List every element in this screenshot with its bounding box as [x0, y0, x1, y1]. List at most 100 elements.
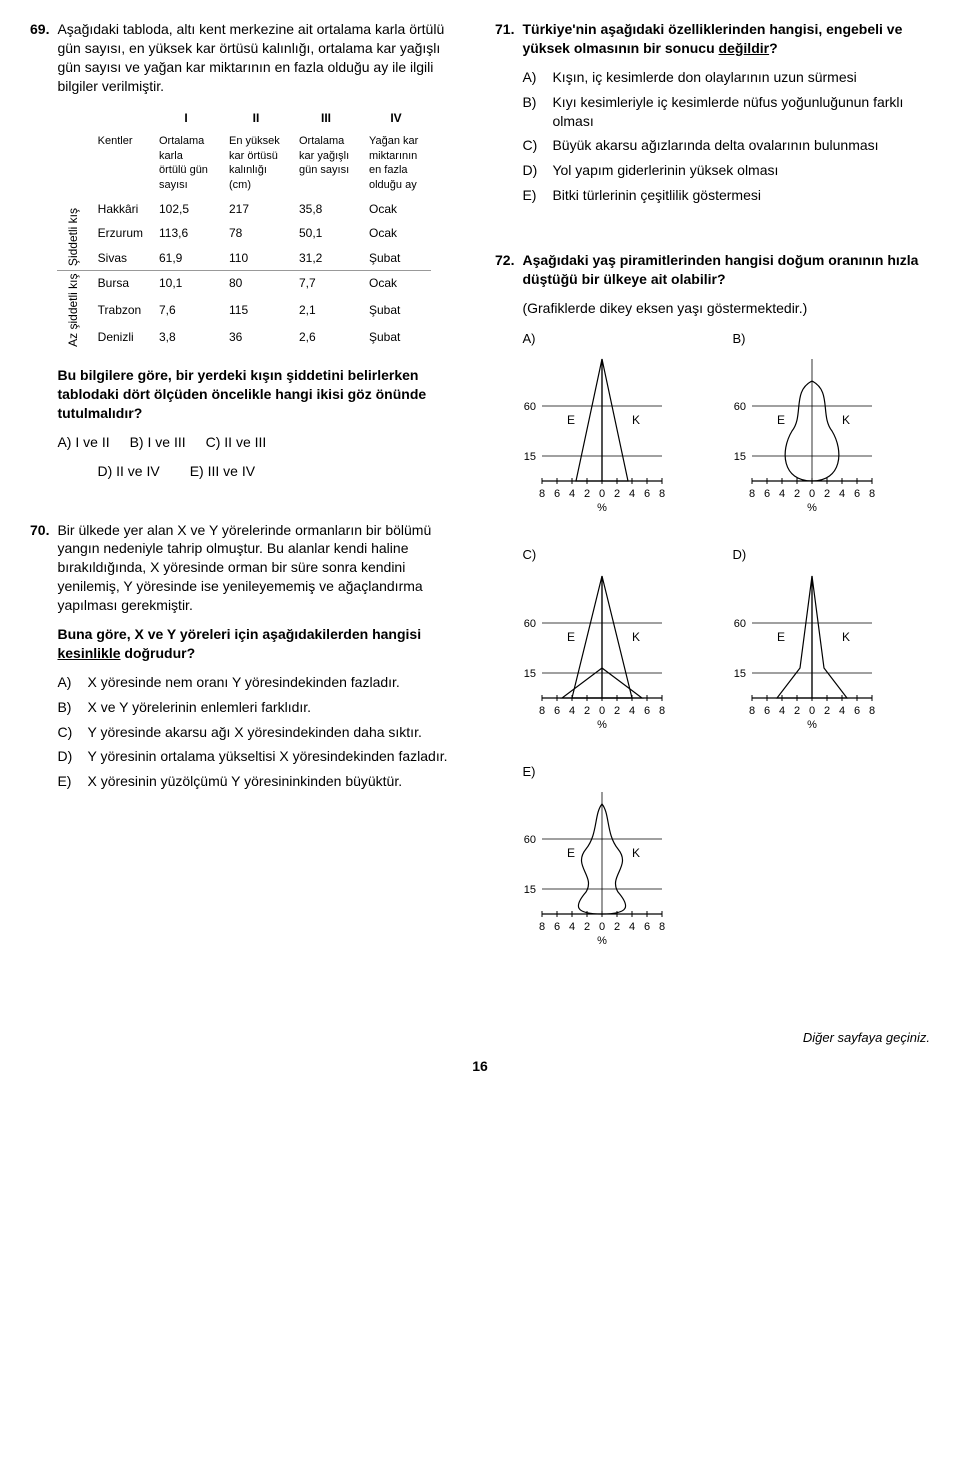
svg-text:4: 4 [779, 488, 785, 500]
table-row: Erzurum 113,6 78 50,1 Ocak [57, 221, 431, 245]
options-list: A)X yöresinde nem oranı Y yöresindekinde… [57, 673, 465, 791]
pyramid-grid: A) 864202468%6015EK B) 864202468%6015EK … [522, 330, 930, 959]
question-number: 71. [495, 20, 514, 211]
question-71: 71. Türkiye'nin aşağıdaki özelliklerinde… [495, 20, 930, 211]
svg-text:0: 0 [599, 488, 605, 500]
svg-text:%: % [598, 719, 608, 731]
svg-text:6: 6 [764, 705, 770, 717]
svg-text:E: E [567, 846, 575, 860]
option-b: B)X ve Y yörelerinin enlemleri farklıdır… [57, 698, 465, 717]
option-d: D)Y yöresinin ortalama yükseltisi X yöre… [57, 747, 465, 766]
svg-text:2: 2 [614, 488, 620, 500]
group-label-1: Şiddetli kış [57, 197, 89, 270]
svg-text:4: 4 [629, 921, 635, 933]
col-roman-2: II [221, 106, 291, 130]
question-ask: Bu bilgilere göre, bir yerdeki kışın şid… [57, 366, 465, 423]
pyramid-chart-e: 864202468%6015EK [522, 784, 682, 954]
option-e: E)X yöresinin yüzölçümü Y yöresininkinde… [57, 772, 465, 791]
option-d: D) II ve IV [97, 462, 159, 481]
svg-text:E: E [567, 630, 575, 644]
col-roman-3: III [291, 106, 361, 130]
corner-header: Kentler [90, 130, 151, 197]
svg-text:4: 4 [569, 705, 575, 717]
svg-text:0: 0 [809, 705, 815, 717]
svg-text:6: 6 [554, 921, 560, 933]
svg-text:4: 4 [629, 488, 635, 500]
option-e: E)Bitki türlerinin çeşitlilik göstermesi [522, 186, 930, 205]
option-a: A)Kışın, iç kesimlerde don olaylarının u… [522, 68, 930, 87]
col-header-4: Yağan kar miktarının en fazla olduğu ay [361, 130, 431, 197]
svg-text:4: 4 [839, 488, 845, 500]
pyramid-chart-a: 864202468%6015EK [522, 351, 682, 521]
svg-text:4: 4 [779, 705, 785, 717]
option-c: C) II ve III [206, 433, 267, 452]
svg-text:15: 15 [524, 668, 536, 680]
svg-text:60: 60 [524, 834, 536, 846]
col-header-3: Ortalama kar yağışlı gün sayısı [291, 130, 361, 197]
svg-text:8: 8 [539, 921, 545, 933]
svg-text:0: 0 [599, 921, 605, 933]
table-row: Şiddetli kış Hakkâri 102,5 217 35,8 Ocak [57, 197, 431, 221]
svg-text:0: 0 [809, 488, 815, 500]
svg-text:2: 2 [794, 488, 800, 500]
svg-text:K: K [842, 630, 850, 644]
pyramid-chart-c: 864202468%6015EK [522, 568, 682, 738]
option-d: D)Yol yapım giderlerinin yüksek olması [522, 161, 930, 180]
svg-text:K: K [842, 413, 850, 427]
svg-text:K: K [632, 630, 640, 644]
option-a: A) I ve II [57, 433, 109, 452]
svg-text:4: 4 [569, 921, 575, 933]
svg-text:2: 2 [584, 488, 590, 500]
col-roman-4: IV [361, 106, 431, 130]
svg-text:60: 60 [524, 401, 536, 413]
svg-text:6: 6 [644, 488, 650, 500]
svg-text:%: % [598, 935, 608, 947]
svg-text:60: 60 [734, 618, 746, 630]
table-row: Trabzon 7,6 115 2,1 Şubat [57, 298, 431, 325]
question-intro: Aşağıdaki tabloda, altı kent merkezine a… [57, 20, 465, 96]
svg-text:8: 8 [869, 488, 875, 500]
svg-text:E: E [777, 630, 785, 644]
page-number: 16 [30, 1057, 930, 1076]
option-c: C)Büyük akarsu ağızlarında delta ovaları… [522, 136, 930, 155]
col-roman-1: I [151, 106, 221, 130]
svg-text:%: % [808, 719, 818, 731]
pyramid-b: B) 864202468%6015EK [732, 330, 912, 526]
svg-text:6: 6 [644, 921, 650, 933]
svg-text:4: 4 [839, 705, 845, 717]
col-header-1: Ortalama karla örtülü gün sayısı [151, 130, 221, 197]
footer-next-page: Diğer sayfaya geçiniz. [30, 1029, 930, 1047]
options-row-1: A) I ve II B) I ve III C) II ve III [57, 433, 465, 452]
question-number: 69. [30, 20, 49, 481]
svg-text:6: 6 [764, 488, 770, 500]
svg-text:0: 0 [599, 705, 605, 717]
option-e: E) III ve IV [190, 462, 255, 481]
question-ask: Aşağıdaki yaş piramitlerinden hangisi do… [522, 251, 930, 289]
svg-text:E: E [567, 413, 575, 427]
svg-text:2: 2 [794, 705, 800, 717]
options-row-2: D) II ve IV E) III ve IV [97, 462, 465, 481]
svg-text:8: 8 [659, 921, 665, 933]
svg-text:%: % [808, 502, 818, 514]
svg-text:8: 8 [749, 705, 755, 717]
svg-text:2: 2 [584, 705, 590, 717]
svg-text:K: K [632, 413, 640, 427]
question-ask: Buna göre, X ve Y yöreleri için aşağıdak… [57, 625, 465, 663]
data-table: I II III IV Kentler Ortalama karla örtül… [57, 106, 431, 352]
pyramid-e: E) 864202468%6015EK [522, 763, 702, 959]
svg-text:15: 15 [734, 451, 746, 463]
option-a: A)X yöresinde nem oranı Y yöresindekinde… [57, 673, 465, 692]
svg-text:8: 8 [869, 705, 875, 717]
option-b: B)Kıyı kesimleriyle iç kesimlerde nüfus … [522, 93, 930, 131]
svg-text:8: 8 [659, 705, 665, 717]
svg-text:E: E [777, 413, 785, 427]
svg-text:K: K [632, 846, 640, 860]
svg-text:6: 6 [854, 705, 860, 717]
svg-text:15: 15 [734, 668, 746, 680]
svg-text:6: 6 [644, 705, 650, 717]
svg-text:4: 4 [569, 488, 575, 500]
pyramid-chart-b: 864202468%6015EK [732, 351, 892, 521]
table-row: Az şiddetli kış Bursa 10,1 80 7,7 Ocak [57, 270, 431, 298]
question-72: 72. Aşağıdaki yaş piramitlerinden hangis… [495, 251, 930, 959]
question-ask: Türkiye'nin aşağıdaki özelliklerinden ha… [522, 20, 930, 58]
